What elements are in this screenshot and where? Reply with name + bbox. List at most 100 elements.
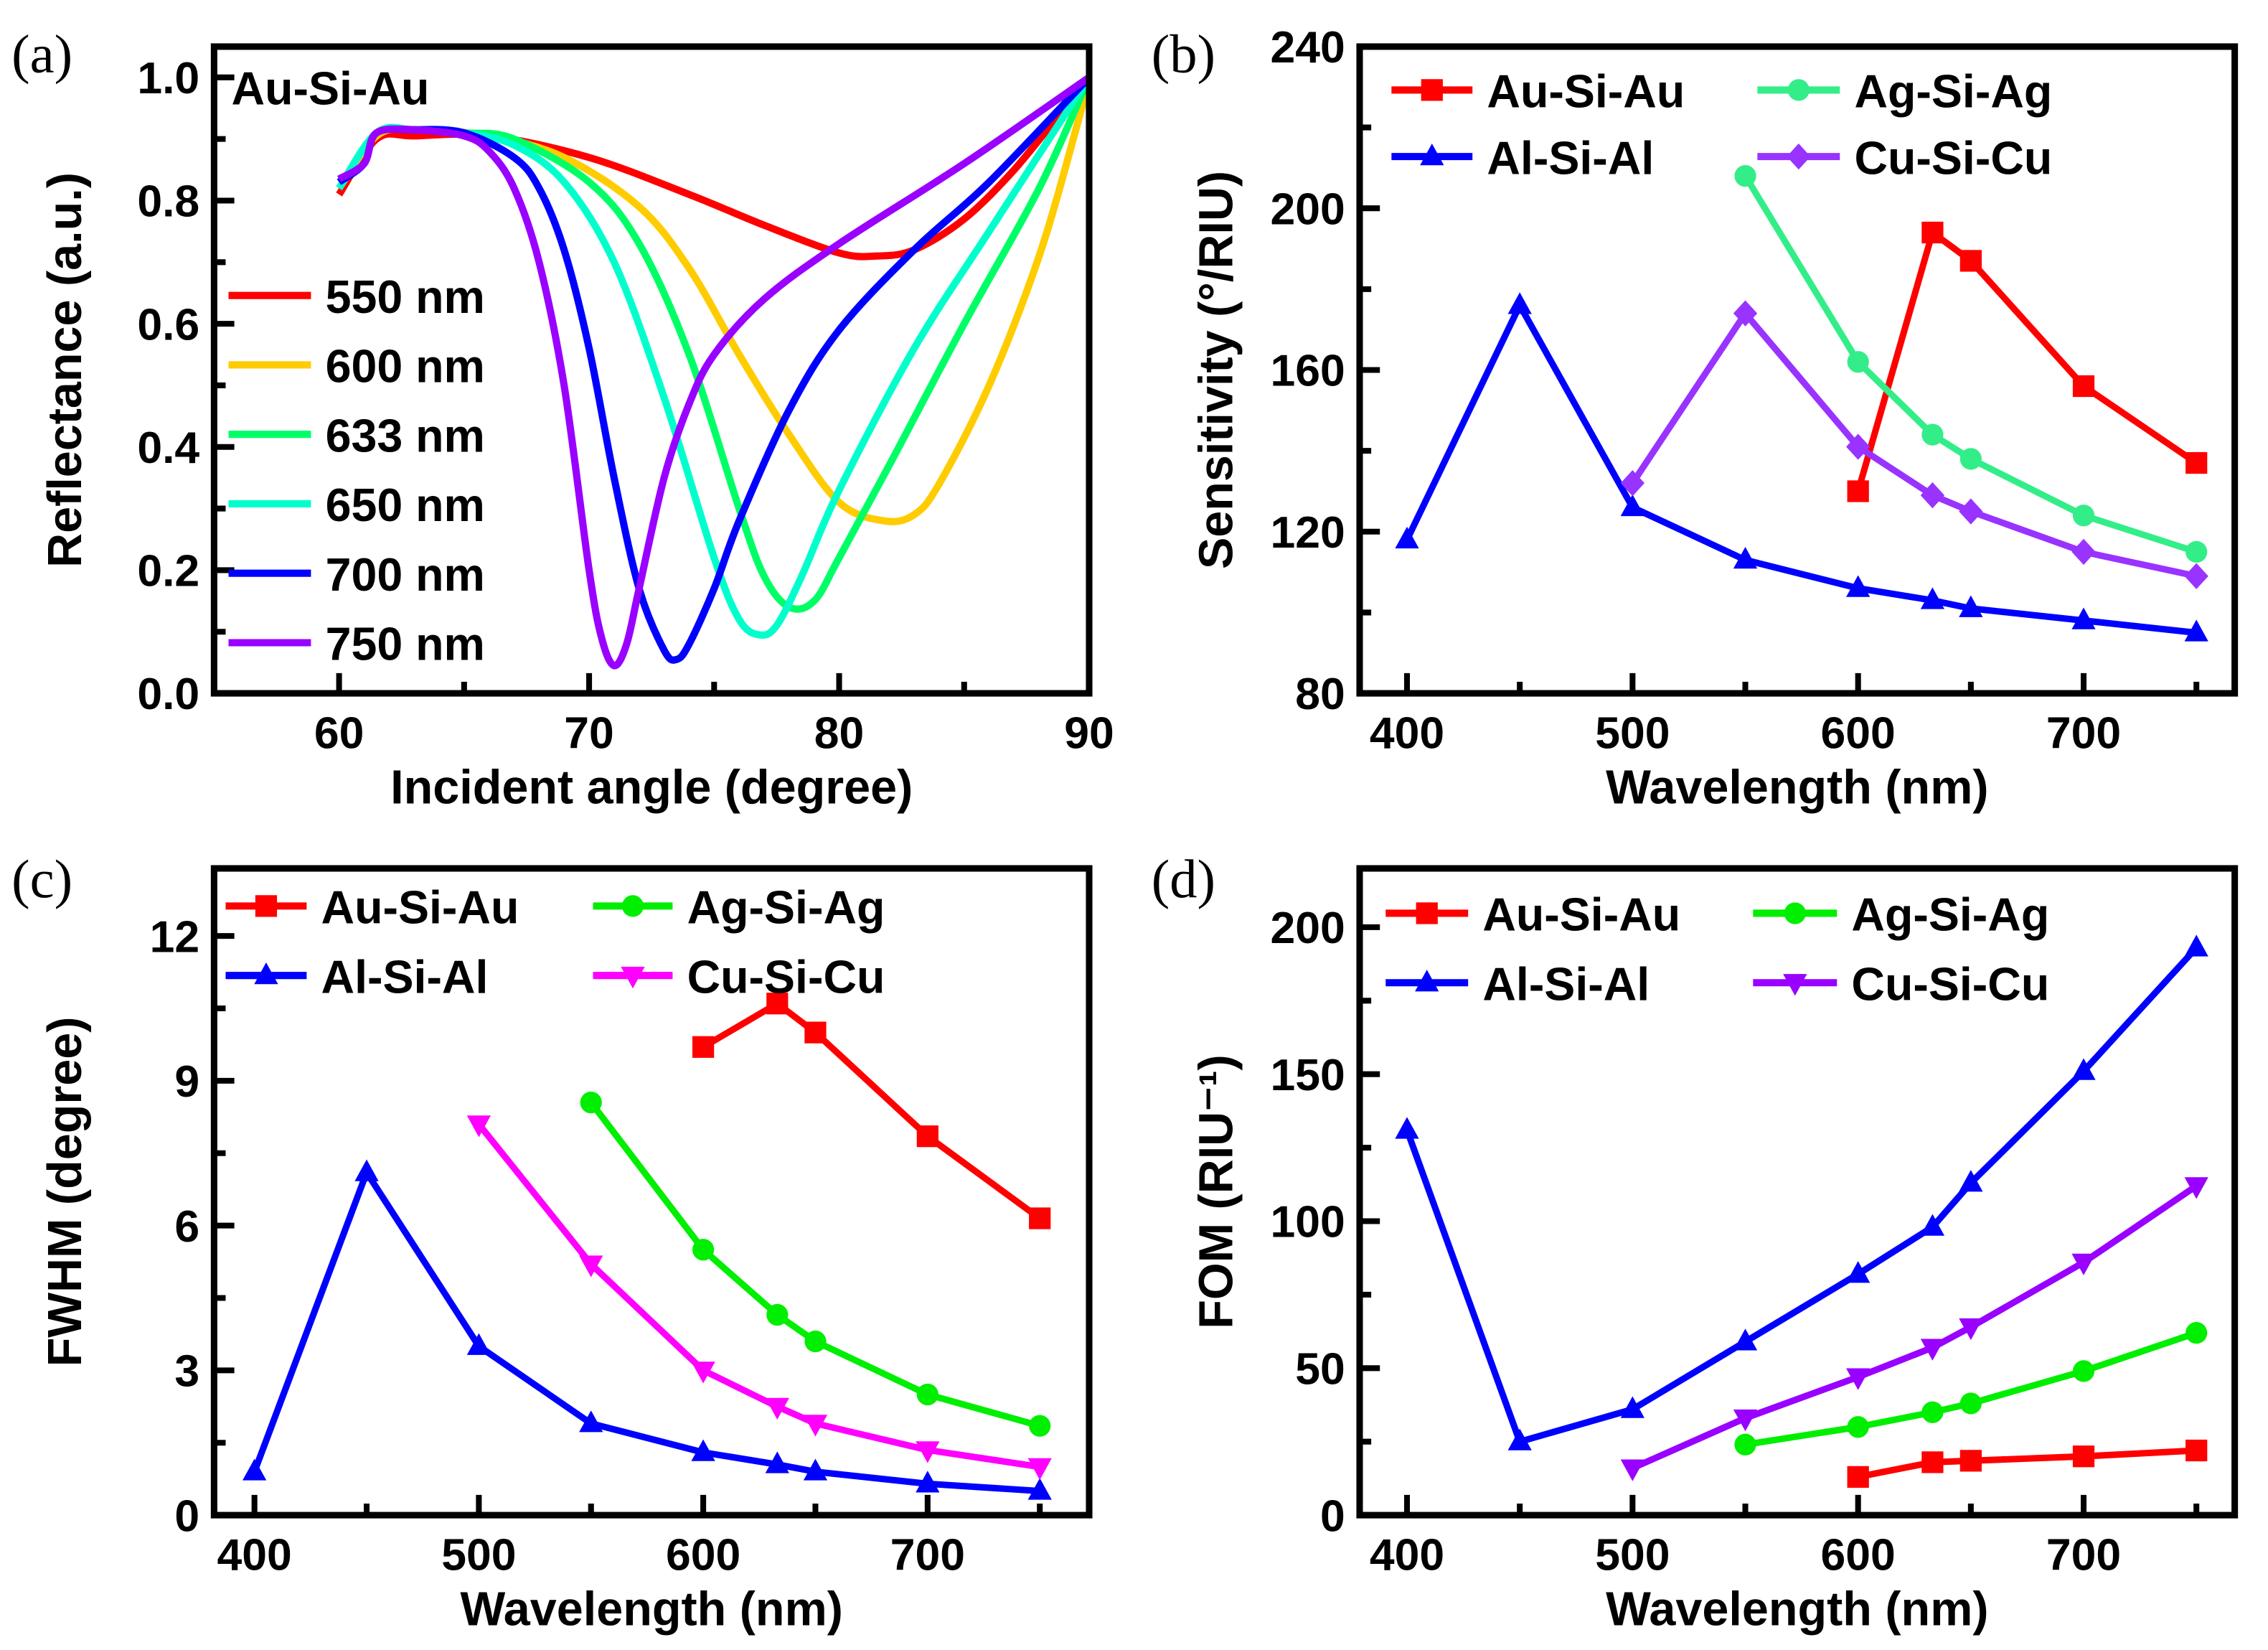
series-750-nm — [337, 74, 1091, 670]
legend-marker — [1787, 143, 1811, 170]
data-point — [1959, 448, 1982, 470]
data-point — [2184, 1177, 2208, 1199]
legend-marker — [1787, 79, 1810, 101]
data-point — [766, 993, 789, 1015]
data-point — [691, 1439, 715, 1461]
data-point — [2071, 538, 2096, 566]
legend-label: Au-Si-Au — [1482, 889, 1680, 941]
legend-entry: Al-Si-Al — [225, 951, 488, 1003]
data-point — [2071, 1058, 2096, 1080]
series-cu-si-cu — [1620, 1177, 2208, 1481]
data-point — [1734, 165, 1756, 187]
plot-frame — [1356, 865, 2239, 1519]
legend-entry: Cu-Si-Cu — [1753, 958, 2049, 1010]
legend-label: Ag-Si-Ag — [1854, 66, 2052, 118]
data-point — [1733, 547, 1758, 569]
x-tick-label: 400 — [217, 1530, 292, 1580]
legend-marker — [621, 895, 644, 917]
legend-label: 550 nm — [326, 271, 485, 323]
plot-frame — [210, 43, 1093, 697]
x-tick-label: 600 — [666, 1530, 740, 1580]
data-point — [466, 1115, 491, 1138]
data-point — [1027, 1458, 1052, 1481]
panel-label: (a) — [11, 24, 72, 85]
x-tick-label: 70 — [564, 708, 614, 759]
panel-label: (d) — [1152, 848, 1215, 909]
data-point — [579, 1410, 603, 1433]
data-point — [2072, 505, 2095, 527]
y-axis-label: Sensitivity (°/RIU) — [1190, 171, 1243, 569]
data-point — [1920, 482, 1945, 509]
data-point — [1959, 250, 1982, 272]
y-tick-label: 80 — [1295, 669, 1345, 719]
series-line — [337, 74, 1091, 670]
series-ag-si-ag — [580, 1092, 1051, 1437]
data-point — [1847, 351, 1869, 373]
legend-marker — [1783, 974, 1807, 996]
data-point — [1029, 1207, 1051, 1229]
series-550-nm — [336, 75, 1092, 261]
legend-label: Al-Si-Al — [1482, 958, 1650, 1010]
data-point — [803, 1458, 828, 1481]
legend-entry: 633 nm — [228, 410, 485, 461]
legend-marker — [1420, 143, 1444, 166]
legend-label: Al-Si-Al — [321, 951, 489, 1003]
data-point — [2072, 1360, 2095, 1382]
x-tick-label: 90 — [1064, 708, 1114, 759]
y-tick-label: 150 — [1271, 1050, 1345, 1100]
x-axis-label: Wavelength (nm) — [1606, 761, 1988, 814]
series-line — [336, 75, 1092, 261]
legend-label: 700 nm — [326, 549, 485, 601]
y-tick-label: 50 — [1295, 1344, 1345, 1394]
legend-entry: Au-Si-Au — [1391, 66, 1685, 118]
x-tick-label: 400 — [1370, 1530, 1444, 1580]
data-point — [691, 1361, 715, 1384]
data-point — [1733, 1328, 1758, 1351]
data-point — [2072, 1445, 2095, 1468]
data-point — [1507, 1428, 1532, 1450]
y-tick-label: 9 — [174, 1056, 199, 1107]
data-point — [765, 1451, 789, 1473]
legend-label: 650 nm — [326, 479, 485, 531]
y-tick-label: 0.2 — [137, 546, 199, 596]
data-point — [1920, 587, 1945, 609]
y-axis-label: FWHM (degree) — [39, 1017, 92, 1367]
panel-c: (c) 400 500 600 700 0 3 6 9 12 Wavelength (nm) FWHM… — [11, 848, 1093, 1636]
y-tick-label: 0.4 — [137, 423, 199, 473]
y-tick-label: 1.0 — [137, 53, 199, 103]
x-tick-label: 600 — [1821, 1530, 1896, 1580]
legend-label: Au-Si-Au — [321, 882, 519, 934]
data-point — [2185, 1322, 2208, 1344]
series-ag-si-ag — [1734, 1322, 2208, 1456]
legend-entry: 550 nm — [228, 271, 485, 323]
series-cu-si-cu — [466, 1115, 1052, 1481]
y-tick-label: 0.6 — [137, 299, 199, 350]
data-point — [1920, 1339, 1945, 1361]
data-point — [916, 1125, 938, 1148]
legend-marker — [1416, 902, 1438, 924]
y-tick-label: 6 — [174, 1201, 199, 1252]
x-tick-label: 400 — [1370, 708, 1444, 759]
legend-entry: 650 nm — [228, 479, 485, 531]
legend-label: Ag-Si-Ag — [687, 882, 885, 934]
data-point — [1921, 1451, 1944, 1473]
series-au-si-au — [692, 993, 1051, 1229]
legend-marker — [621, 967, 645, 989]
series-al-si-al — [1395, 934, 2208, 1450]
series-line — [588, 1100, 1041, 1430]
data-point — [1620, 494, 1644, 517]
data-point — [692, 1036, 715, 1058]
data-point — [803, 1415, 828, 1437]
data-point — [1733, 1409, 1758, 1432]
legend-label: Ag-Si-Ag — [1851, 889, 2049, 941]
data-point — [1734, 1433, 1756, 1456]
x-tick-label: 500 — [1595, 1530, 1670, 1580]
data-point — [1395, 526, 1419, 549]
legend-marker — [1421, 79, 1443, 101]
y-tick-label: 240 — [1271, 22, 1345, 72]
y-tick-label: 0 — [1320, 1491, 1345, 1541]
legend-label: 633 nm — [326, 410, 485, 461]
data-point — [466, 1333, 491, 1355]
series-al-si-al — [1395, 292, 2208, 642]
